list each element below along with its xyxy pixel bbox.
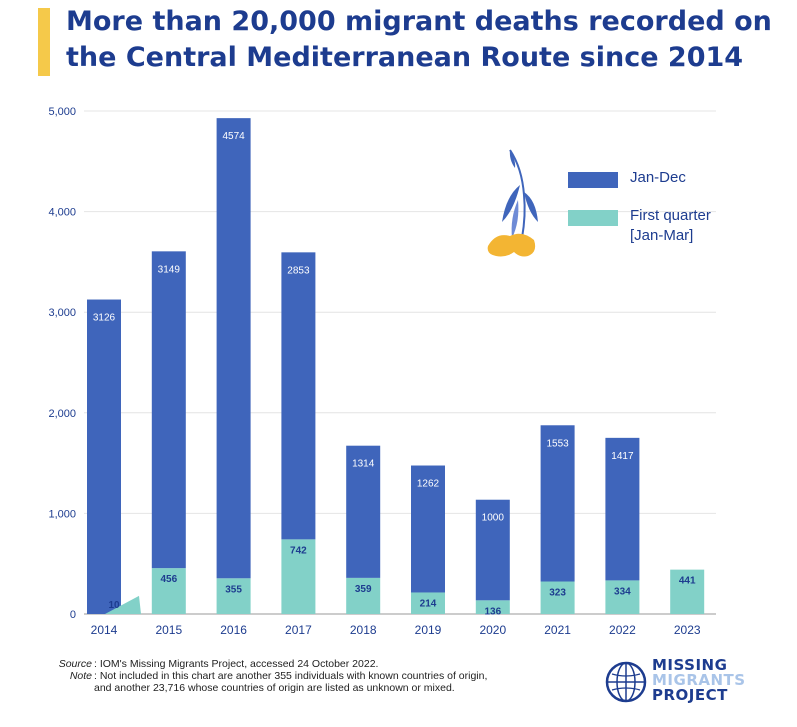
bar-jan-dec (87, 299, 121, 614)
x-tick-label: 2014 (91, 623, 118, 637)
bar-jan-dec (411, 465, 445, 593)
title-accent-bar (38, 8, 50, 76)
x-tick-label: 2020 (479, 623, 506, 637)
x-tick-label: 2022 (609, 623, 636, 637)
y-tick-label: 2,000 (48, 408, 76, 420)
bar-first-quarter (346, 577, 381, 614)
bar-jan-dec (540, 425, 575, 582)
chart-title: More than 20,000 migrant deaths recorded… (66, 6, 772, 73)
legend-item-first-quarter: First quarter [Jan-Mar] (568, 206, 730, 246)
data-label-jan-dec: 1314 (352, 459, 375, 470)
data-label-jan-dec: 1417 (611, 451, 634, 462)
y-tick-label: 3,000 (48, 307, 76, 319)
legend-swatch-jan-dec (568, 172, 618, 188)
data-label-first-quarter: 355 (225, 584, 242, 595)
x-tick-label: 2015 (155, 623, 182, 637)
source-text: : IOM's Missing Migrants Project, access… (94, 658, 379, 670)
bar-first-quarter (670, 569, 705, 614)
y-tick-label: 0 (70, 609, 76, 621)
bar-first-quarter (411, 592, 445, 614)
x-tick-label: 2019 (415, 623, 442, 637)
x-tick-label: 2023 (674, 623, 701, 637)
data-label-jan-dec: 3126 (93, 313, 116, 324)
x-tick-label: 2018 (350, 623, 377, 637)
bar-first-quarter (540, 581, 575, 614)
data-label-first-quarter: 441 (679, 576, 696, 587)
y-tick-label: 4,000 (48, 207, 76, 219)
bar-first-quarter (605, 580, 640, 614)
y-tick-label: 5,000 (48, 106, 76, 118)
bar-first-quarter (281, 539, 316, 614)
data-label-first-quarter: 742 (290, 545, 307, 556)
data-label-first-quarter: 359 (355, 584, 372, 595)
bars (87, 118, 705, 614)
bar-first-quarter (105, 595, 141, 614)
bar-jan-dec (346, 445, 381, 578)
bar-first-quarter (216, 578, 251, 614)
note-key: Note (69, 670, 92, 682)
x-tick-label: 2017 (285, 623, 312, 637)
data-label-jan-dec: 1000 (482, 513, 505, 524)
note-text-2: and another 23,716 whose countries of or… (94, 682, 455, 694)
globe-logo-icon (605, 661, 647, 703)
bar-first-quarter (475, 600, 510, 614)
data-label-first-quarter: 136 (484, 606, 501, 617)
legend-swatch-first-quarter (568, 210, 618, 226)
bar-first-quarter (151, 568, 186, 614)
data-label-first-quarter: 456 (160, 574, 177, 585)
logo-line-2: MIGRANTS (652, 671, 746, 689)
data-label-first-quarter: 10 (108, 600, 120, 611)
data-label-jan-dec: 4574 (222, 131, 245, 142)
bar-jan-dec (216, 118, 251, 579)
logo-line-1: MISSING (652, 656, 728, 674)
logo-line-3: PROJECT (652, 686, 728, 704)
bar-jan-dec (475, 499, 510, 601)
data-label-jan-dec: 1262 (417, 479, 440, 490)
flower-icon (487, 149, 538, 257)
bar-jan-dec (605, 437, 640, 581)
y-tick-label: 1,000 (48, 508, 76, 520)
data-label-first-quarter: 214 (420, 598, 437, 609)
y-axis-ticks: 0 1,000 2,000 3,000 4,000 5,000 (48, 106, 76, 621)
data-label-first-quarter: 323 (549, 588, 566, 599)
missing-migrants-logo: MISSING MIGRANTS PROJECT (604, 658, 784, 706)
chart-footnote: Source : IOM's Missing Migrants Project,… (50, 658, 554, 694)
legend-label-first-quarter: First quarter [Jan-Mar] (630, 207, 711, 244)
data-labels: 10 3126 3149 456 4574 355 2853 742 1314 359 1262 21… (93, 131, 696, 617)
bar-jan-dec (281, 252, 316, 540)
data-label-first-quarter: 334 (614, 586, 631, 597)
data-label-jan-dec: 3149 (158, 264, 181, 275)
x-axis-ticks: 2014 2015 2016 2017 2018 2019 2020 2021 2022 2023 (91, 623, 701, 637)
legend-item-jan-dec: Jan-Dec (568, 168, 730, 188)
note-text: : Not included in this chart are another… (94, 670, 488, 682)
legend-label-jan-dec: Jan-Dec (630, 169, 686, 186)
x-tick-label: 2016 (220, 623, 247, 637)
data-label-jan-dec: 2853 (287, 265, 310, 276)
data-label-jan-dec: 1553 (546, 438, 569, 449)
bar-jan-dec (151, 251, 186, 569)
chart-legend: Jan-Dec First quarter [Jan-Mar] (568, 168, 730, 264)
source-key: Source (58, 658, 92, 670)
x-tick-label: 2021 (544, 623, 571, 637)
